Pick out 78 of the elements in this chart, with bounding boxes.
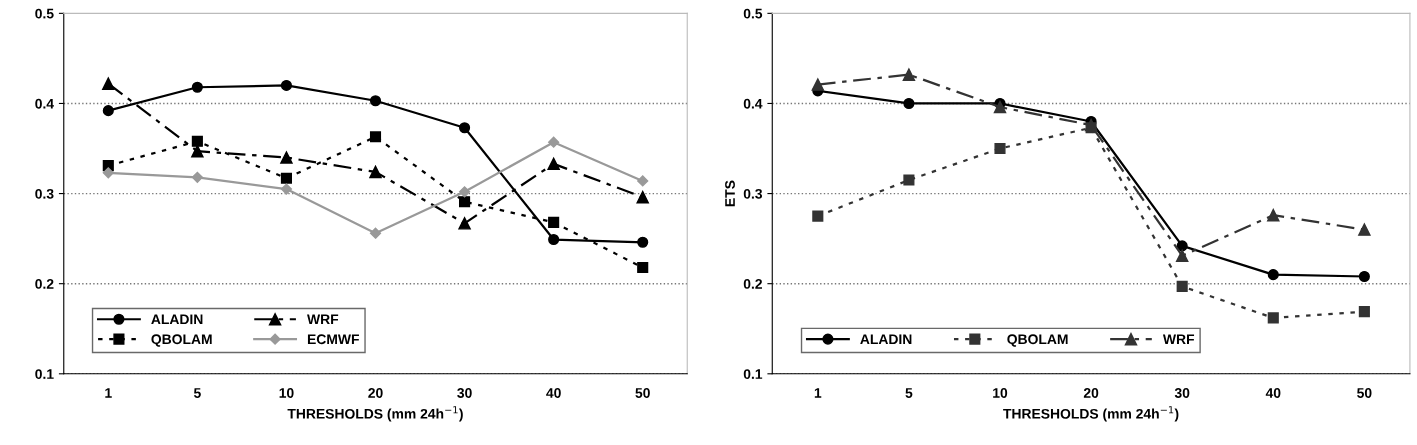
x-tick-label: 50 bbox=[635, 388, 650, 398]
x-tick-label: 50 bbox=[1357, 388, 1372, 398]
x-tick-label: 30 bbox=[1174, 388, 1190, 398]
legend-label: WRF bbox=[307, 314, 339, 325]
point bbox=[369, 227, 382, 239]
point bbox=[637, 175, 649, 187]
point bbox=[903, 174, 915, 186]
point bbox=[102, 77, 115, 90]
point bbox=[1175, 249, 1189, 263]
point bbox=[994, 142, 1006, 155]
x-tick-label: 10 bbox=[993, 388, 1008, 398]
point bbox=[102, 105, 114, 117]
point bbox=[1267, 208, 1280, 222]
x-tick-label: 20 bbox=[368, 388, 383, 398]
legend-label: QBOLAM bbox=[151, 334, 212, 347]
legend-label: ALADIN bbox=[860, 334, 912, 344]
legend-label: QBOLAM bbox=[1007, 334, 1068, 347]
point bbox=[280, 151, 293, 164]
point bbox=[102, 167, 114, 179]
point bbox=[191, 135, 203, 147]
point bbox=[191, 81, 203, 93]
point bbox=[191, 144, 204, 158]
point bbox=[1267, 269, 1279, 281]
point bbox=[1267, 312, 1279, 324]
legend-label: WRF bbox=[1162, 334, 1195, 344]
y-tick-label: 0.1 bbox=[743, 369, 763, 379]
point bbox=[903, 97, 915, 110]
point bbox=[547, 157, 560, 171]
x-tick-label: 40 bbox=[1265, 388, 1281, 398]
point bbox=[637, 236, 649, 248]
point bbox=[280, 172, 292, 184]
point bbox=[280, 79, 292, 91]
point bbox=[458, 186, 471, 198]
point bbox=[1176, 240, 1188, 252]
x-tick-label: 5 bbox=[905, 388, 913, 398]
y-tick-label: 0.3 bbox=[35, 188, 54, 199]
x-axis-title: THRESHOLDS (mm 24h$^{−1}$) bbox=[1003, 406, 1179, 422]
y-tick-label: 0.5 bbox=[35, 8, 54, 19]
y-tick-label: 0.2 bbox=[743, 279, 762, 289]
point bbox=[369, 95, 382, 107]
point bbox=[902, 68, 916, 81]
y-tick-label: 0.4 bbox=[35, 98, 54, 109]
point bbox=[1358, 223, 1371, 236]
point bbox=[811, 78, 825, 91]
point bbox=[548, 216, 560, 228]
y-tick-label: 0.4 bbox=[743, 98, 763, 109]
point bbox=[459, 196, 471, 208]
y-tick-label: 0.5 bbox=[743, 8, 763, 19]
x-axis-title: THRESHOLDS (mm 24h$^{−1}$) bbox=[287, 406, 463, 422]
point bbox=[636, 190, 649, 204]
legend-label: ALADIN bbox=[151, 314, 203, 325]
point bbox=[1084, 118, 1098, 132]
x-tick-label: 5 bbox=[193, 388, 201, 398]
point bbox=[1358, 306, 1370, 318]
point bbox=[1358, 270, 1370, 283]
point bbox=[812, 210, 824, 222]
y-axis-title: ETS bbox=[725, 180, 735, 207]
y-tick-label: 0.3 bbox=[743, 188, 763, 199]
x-tick-label: 1 bbox=[105, 388, 112, 398]
y-tick-label: 0.2 bbox=[35, 279, 54, 289]
x-tick-label: 30 bbox=[457, 388, 472, 398]
point bbox=[548, 233, 560, 246]
point bbox=[993, 100, 1007, 114]
x-tick-label: 10 bbox=[279, 388, 294, 398]
x-tick-label: 20 bbox=[1083, 388, 1099, 398]
y-tick-label: 0.1 bbox=[35, 369, 54, 379]
point bbox=[459, 122, 471, 134]
point bbox=[369, 165, 382, 179]
point bbox=[548, 136, 560, 148]
x-tick-label: 40 bbox=[546, 388, 561, 398]
point bbox=[369, 131, 382, 143]
point bbox=[637, 261, 649, 274]
point bbox=[458, 217, 471, 230]
point bbox=[280, 183, 293, 195]
x-tick-label: 1 bbox=[814, 388, 822, 398]
legend-label: ECMWF bbox=[307, 334, 359, 345]
point bbox=[1176, 280, 1188, 292]
point bbox=[191, 171, 203, 183]
